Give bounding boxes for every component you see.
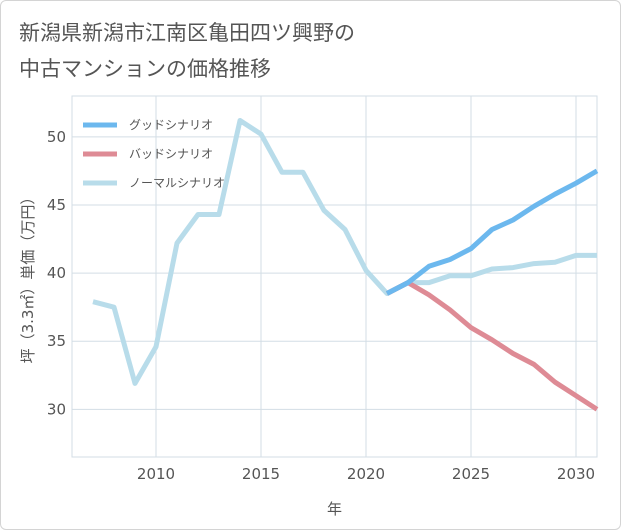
series-line-normal: [92, 118, 597, 386]
x-axis-label: 年: [327, 500, 342, 518]
series-line-bad: [385, 280, 599, 412]
legend-label-bad: バッドシナリオ: [129, 147, 213, 161]
chart-title: 新潟県新潟市江南区亀田四ツ興野の 中古マンションの価格推移: [19, 15, 355, 87]
y-tick-label: 50: [47, 128, 66, 146]
series-line-good: [385, 168, 599, 296]
tick-labels: 2010 2015 2020 2025 2030 30 35 40 45 50: [47, 128, 595, 483]
y-tick-label: 45: [47, 196, 66, 214]
x-tick-label: 2025: [452, 465, 490, 483]
y-tick-label: 40: [47, 264, 66, 282]
chart-title-line-2: 中古マンションの価格推移: [19, 57, 271, 81]
y-axis-label: 坪（3.3㎡）単価（万円）: [19, 190, 37, 364]
x-tick-label: 2020: [347, 465, 385, 483]
y-tick-label: 35: [47, 332, 66, 350]
chart-title-line-1: 新潟県新潟市江南区亀田四ツ興野の: [19, 21, 355, 45]
y-tick-label: 30: [47, 400, 66, 418]
plot-area-frame: [71, 95, 598, 458]
x-tick-label: 2030: [557, 465, 595, 483]
legend-label-good: グッドシナリオ: [129, 118, 213, 132]
legend-label-normal: ノーマルシナリオ: [129, 176, 225, 190]
x-tick-label: 2010: [137, 465, 175, 483]
x-tick-label: 2015: [242, 465, 280, 483]
series-layer: [92, 118, 599, 412]
